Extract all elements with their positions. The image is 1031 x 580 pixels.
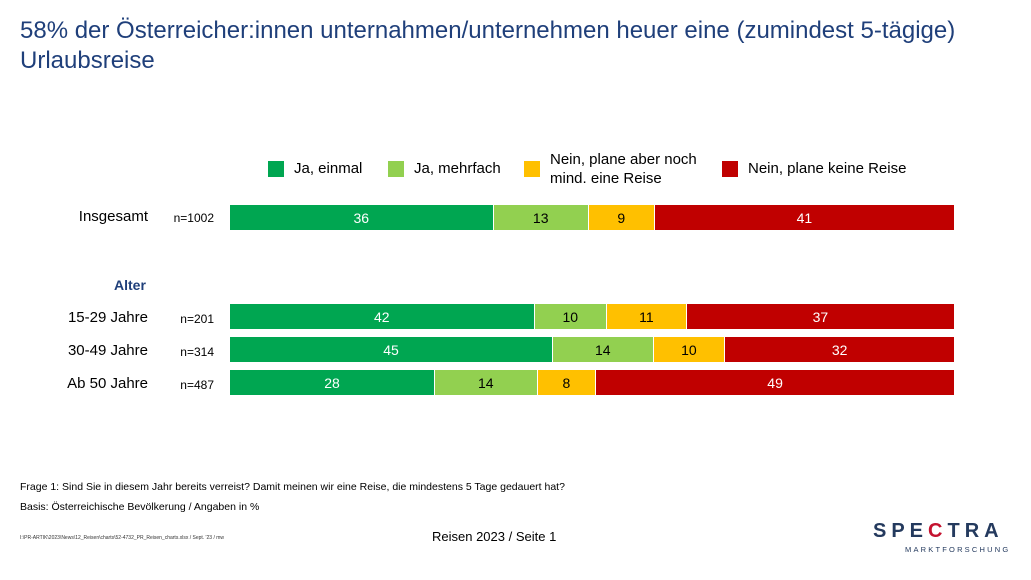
bar-segment: 36 <box>230 205 494 230</box>
bar-segment: 11 <box>607 304 687 329</box>
bar-value-label: 45 <box>383 341 399 358</box>
bar-segment: 49 <box>596 370 955 395</box>
bar-value-label: 10 <box>681 341 697 358</box>
legend-item: Nein, plane keine Reise <box>722 159 906 178</box>
bar-value-label: 49 <box>767 374 783 391</box>
bar-segment: 10 <box>653 337 726 362</box>
sample-size: n=1002 <box>173 211 214 225</box>
bar-value-label: 10 <box>562 308 579 325</box>
bar-value-label: 11 <box>639 308 654 325</box>
bar-segment: 13 <box>493 205 589 230</box>
legend-item: Nein, plane aber noch mind. eine Reise <box>524 150 714 188</box>
legend-item: Ja, mehrfach <box>388 159 501 178</box>
bar-segment: 28 <box>230 370 436 395</box>
legend-swatch <box>524 161 540 177</box>
legend-label: Ja, mehrfach <box>414 160 501 177</box>
bar-segment: 32 <box>725 337 955 362</box>
bar-segment: 10 <box>534 304 607 329</box>
bar-segment: 45 <box>230 337 554 362</box>
legend-item: Ja, einmal <box>268 159 362 178</box>
legend-label: Ja, einmal <box>294 160 363 177</box>
page-title: 58% der Österreicher:innen unternahmen/u… <box>20 17 956 74</box>
logo-wordmark: SPECTRA <box>873 520 1004 542</box>
spectra-logo: SPECTRA MARKTFORSCHUNG <box>873 520 1013 560</box>
bar-segment: 42 <box>230 304 535 329</box>
row-label-ab-50: Ab 50 Jahre <box>67 375 148 392</box>
bar-value-label: 14 <box>594 341 611 358</box>
bar-segment: 41 <box>654 205 955 230</box>
question-footnote: Frage 1: Sind Sie in diesem Jahr bereits… <box>20 481 565 493</box>
bar-value-label: 32 <box>831 341 848 358</box>
legend-label: Nein, plane aber noch mind. eine Reise <box>550 151 697 187</box>
file-path: I:\PR-ARTIK\2023\News\12_Reisen\charts\5… <box>20 535 225 541</box>
bar-value-label: 41 <box>796 209 813 226</box>
bar-segment: 14 <box>553 337 654 362</box>
legend-swatch <box>722 160 738 177</box>
bar-value-label: 28 <box>324 374 340 391</box>
row-label-insgesamt: Insgesamt <box>78 208 148 225</box>
bar-value-label: 42 <box>373 308 390 325</box>
sample-size: n=201 <box>180 312 214 326</box>
bar-value-label: 13 <box>532 209 549 226</box>
row-label-15-29: 15-29 Jahre <box>67 309 148 326</box>
bar-segment: 37 <box>686 304 955 329</box>
footer-page-label: Reisen 2023 / Seite 1 <box>432 529 557 544</box>
bar-segment: 9 <box>588 205 655 230</box>
row-label-30-49: 30-49 Jahre <box>67 342 148 359</box>
sample-size: n=314 <box>180 345 214 359</box>
bar-value-label: 9 <box>617 209 626 226</box>
legend-swatch <box>268 160 284 177</box>
bar-segment: 8 <box>537 370 597 395</box>
basis-footnote: Basis: Österreichische Bevölkerung / Ang… <box>20 501 260 513</box>
logo-subtitle: MARKTFORSCHUNG <box>905 545 1011 554</box>
bar-value-label: 14 <box>478 374 494 391</box>
sample-size: n=487 <box>180 378 214 392</box>
legend-label: Nein, plane keine Reise <box>748 160 907 177</box>
bar-segment: 14 <box>435 370 538 395</box>
section-label-alter: Alter <box>114 277 146 293</box>
legend-swatch <box>388 160 404 177</box>
bar-value-label: 37 <box>812 308 829 325</box>
bar-value-label: 36 <box>353 209 370 226</box>
bar-value-label: 8 <box>562 374 571 391</box>
